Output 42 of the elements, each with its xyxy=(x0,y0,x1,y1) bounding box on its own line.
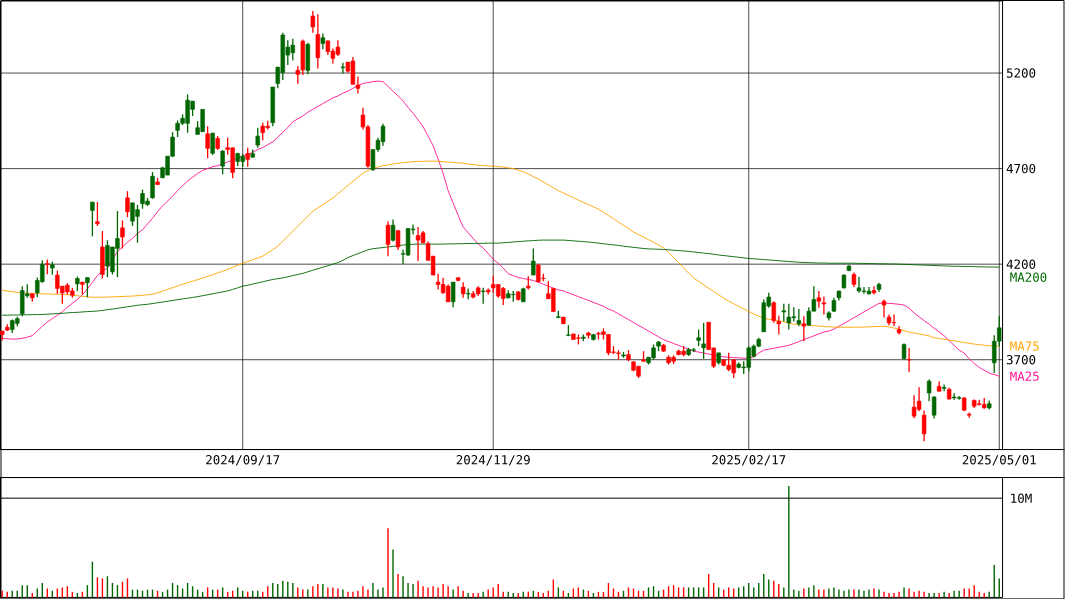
x-tick-label: 2025/02/17 xyxy=(712,454,786,466)
candlestick xyxy=(931,395,937,420)
candlestick xyxy=(906,347,912,373)
candlestick xyxy=(120,219,125,249)
candlestick xyxy=(245,146,250,168)
series-label: MA25 xyxy=(1010,371,1039,381)
candlestick xyxy=(385,220,391,257)
series-label: MA200 xyxy=(1010,272,1047,282)
candlestick xyxy=(856,275,862,294)
y-tick-label: 4700 xyxy=(1006,163,1036,174)
candlestick xyxy=(340,61,346,75)
x-tick-label: 2024/09/17 xyxy=(206,454,280,466)
candlestick xyxy=(801,315,807,342)
candlestick xyxy=(255,126,260,149)
candlestick xyxy=(150,171,155,200)
candlestick xyxy=(776,314,781,335)
candlestick xyxy=(896,325,902,335)
x-tick-label: 2024/11/29 xyxy=(456,454,530,466)
candlestick xyxy=(390,218,396,243)
candlestick xyxy=(220,149,225,175)
candlestick xyxy=(315,13,321,69)
candlestick xyxy=(531,247,536,276)
candlestick xyxy=(701,321,706,360)
candlestick xyxy=(125,190,130,218)
candlestick xyxy=(395,229,401,251)
candlestick xyxy=(786,302,792,330)
candlestick xyxy=(310,10,316,34)
candlestick xyxy=(821,295,827,315)
y-tick-label: 3700 xyxy=(1006,354,1036,365)
x-tick-label: 2025/05/01 xyxy=(962,454,1036,466)
series-label: MA75 xyxy=(1010,341,1039,351)
candlestick xyxy=(205,125,210,159)
candlestick xyxy=(771,300,776,324)
candlestick xyxy=(95,201,100,227)
candlestick xyxy=(816,290,822,309)
ref-line-label: 10M xyxy=(1011,493,1032,503)
y-tick-label: 4200 xyxy=(1006,259,1036,269)
y-tick-label: 5200 xyxy=(1006,68,1036,78)
candlestick xyxy=(871,285,877,295)
candlestick xyxy=(921,409,927,442)
candlestick xyxy=(90,201,95,237)
candlestick xyxy=(450,281,456,308)
